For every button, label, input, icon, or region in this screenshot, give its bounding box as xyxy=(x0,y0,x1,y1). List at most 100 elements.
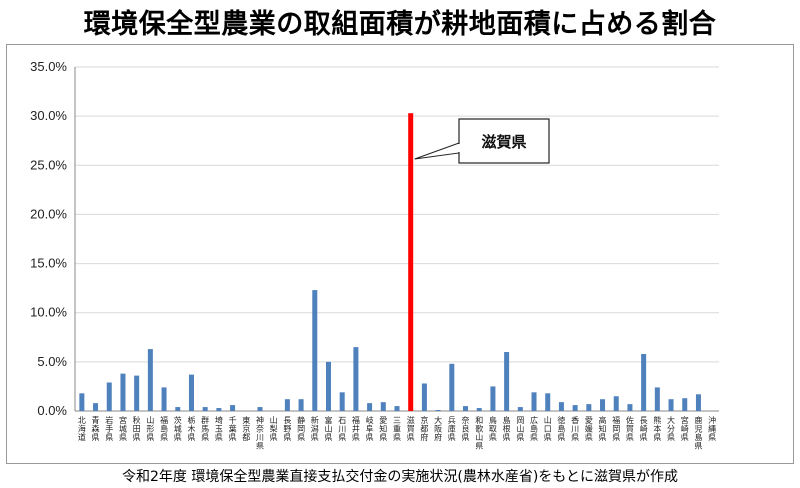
bar xyxy=(449,363,455,411)
x-tick-label: 福島県 xyxy=(160,416,168,442)
x-tick-label: 秋田県 xyxy=(133,415,141,442)
x-tick-label: 高知県 xyxy=(599,415,607,442)
bar xyxy=(161,387,167,411)
x-tick-label: 北海道 xyxy=(78,416,86,442)
bar xyxy=(654,387,660,411)
bar xyxy=(339,392,345,411)
bar xyxy=(682,398,688,411)
x-tick-label: 福井県 xyxy=(352,416,360,442)
x-tick-label: 広島県 xyxy=(530,415,538,442)
bar xyxy=(668,399,674,411)
bar xyxy=(421,383,427,411)
x-tick-label: 東京都 xyxy=(242,415,250,442)
bar xyxy=(435,410,441,411)
bar xyxy=(175,407,181,411)
x-tick-label: 埼玉県 xyxy=(215,415,223,442)
page-title: 環境保全型農業の取組面積が耕地面積に占める割合 xyxy=(83,9,717,40)
bar xyxy=(325,361,331,411)
bar xyxy=(600,399,606,411)
x-tick-label: 石川県 xyxy=(338,416,346,442)
bar xyxy=(572,405,578,411)
bar xyxy=(353,347,359,411)
callout-label: 滋賀県 xyxy=(481,133,526,151)
bar xyxy=(298,399,304,411)
x-tick-label: 長崎県 xyxy=(640,416,648,442)
callout-pointer xyxy=(414,142,460,160)
bar xyxy=(134,375,140,411)
bar xyxy=(202,407,208,411)
x-tick-label: 山形県 xyxy=(146,415,154,442)
bar xyxy=(695,394,701,411)
bar xyxy=(394,406,400,411)
x-tick-label: 徳島県 xyxy=(557,415,565,442)
x-tick-label: 愛媛県 xyxy=(585,415,593,442)
bar xyxy=(613,396,619,411)
bar xyxy=(106,382,112,411)
bar xyxy=(120,373,126,411)
y-tick-label: 35.0% xyxy=(30,59,67,74)
y-tick-label: 25.0% xyxy=(30,157,67,172)
x-tick-label: 神奈川県 xyxy=(256,415,264,451)
x-tick-label: 長野県 xyxy=(283,416,291,442)
x-tick-label: 岡山県 xyxy=(516,416,524,442)
x-tick-label: 静岡県 xyxy=(297,415,305,442)
x-tick-label: 香川県 xyxy=(571,415,579,442)
y-tick-label: 5.0% xyxy=(37,354,67,369)
bar-chart: 0.0% 5.0% 10.0% 15.0% 20.0% 25.0% 30.0% 35.0% 北… xyxy=(30,59,719,451)
bar xyxy=(545,393,551,411)
x-tick-label: 新潟県 xyxy=(311,415,319,442)
x-tick-label: 青森県 xyxy=(92,415,100,442)
x-tick-label: 大阪府 xyxy=(434,415,442,442)
x-tick-label: 和歌山県 xyxy=(475,416,483,451)
x-tick-label: 栃木県 xyxy=(187,415,195,442)
bar xyxy=(504,352,510,411)
x-tick-label: 滋賀県 xyxy=(407,415,415,442)
x-tick-label: 福岡県 xyxy=(612,416,620,442)
y-tick-label: 10.0% xyxy=(30,305,67,320)
x-tick-label: 富山県 xyxy=(324,415,332,442)
callout-box xyxy=(458,118,550,164)
bar xyxy=(490,386,496,411)
x-tick-label: 佐賀県 xyxy=(626,415,634,442)
x-tick-label: 沖縄県 xyxy=(708,415,716,442)
y-tick-label: 30.0% xyxy=(30,108,67,123)
x-tick-label: 宮崎県 xyxy=(681,415,689,442)
bar xyxy=(558,402,564,411)
bar xyxy=(257,407,263,411)
x-tick-label: 山口県 xyxy=(544,415,552,442)
x-tick-label: 京都府 xyxy=(420,415,428,442)
bar xyxy=(312,290,318,411)
x-tick-label: 島根県 xyxy=(503,415,511,442)
bar xyxy=(93,403,99,411)
x-tick-label: 大分県 xyxy=(667,415,675,442)
bar xyxy=(531,392,537,411)
x-tick-label: 熊本県 xyxy=(653,415,661,442)
bar-highlight xyxy=(408,113,414,412)
bar xyxy=(147,349,153,411)
bar xyxy=(463,406,469,411)
y-tick-label: 0.0% xyxy=(37,403,67,418)
bar xyxy=(476,408,482,411)
bar xyxy=(627,404,633,411)
chart-frame: 0.0% 5.0% 10.0% 15.0% 20.0% 25.0% 30.0% 35.0% 北… xyxy=(6,44,794,464)
x-tick-label: 岩手県 xyxy=(105,415,113,442)
source-note: 令和2年度 環境保全型農業直接支払交付金の実施状況(農林水産省)をもとに滋賀県が… xyxy=(122,469,678,485)
bar xyxy=(284,399,290,411)
bar xyxy=(188,374,194,411)
bar xyxy=(641,353,647,411)
x-tick-label: 岐阜県 xyxy=(366,415,374,442)
x-tick-label: 茨城県 xyxy=(174,415,182,442)
x-tick-label: 奈良県 xyxy=(462,415,470,442)
y-tick-label: 15.0% xyxy=(30,256,67,271)
y-tick-label: 20.0% xyxy=(30,206,67,221)
x-tick-label: 鳥取県 xyxy=(489,415,497,442)
bar xyxy=(380,402,386,411)
x-tick-label: 山梨県 xyxy=(270,415,278,442)
bar xyxy=(367,403,373,411)
callout-join xyxy=(458,144,461,152)
x-tick-label: 宮城県 xyxy=(119,415,127,442)
x-tick-label: 群馬県 xyxy=(201,415,209,442)
bar xyxy=(79,393,85,411)
bar xyxy=(230,405,236,411)
bar xyxy=(517,407,523,411)
